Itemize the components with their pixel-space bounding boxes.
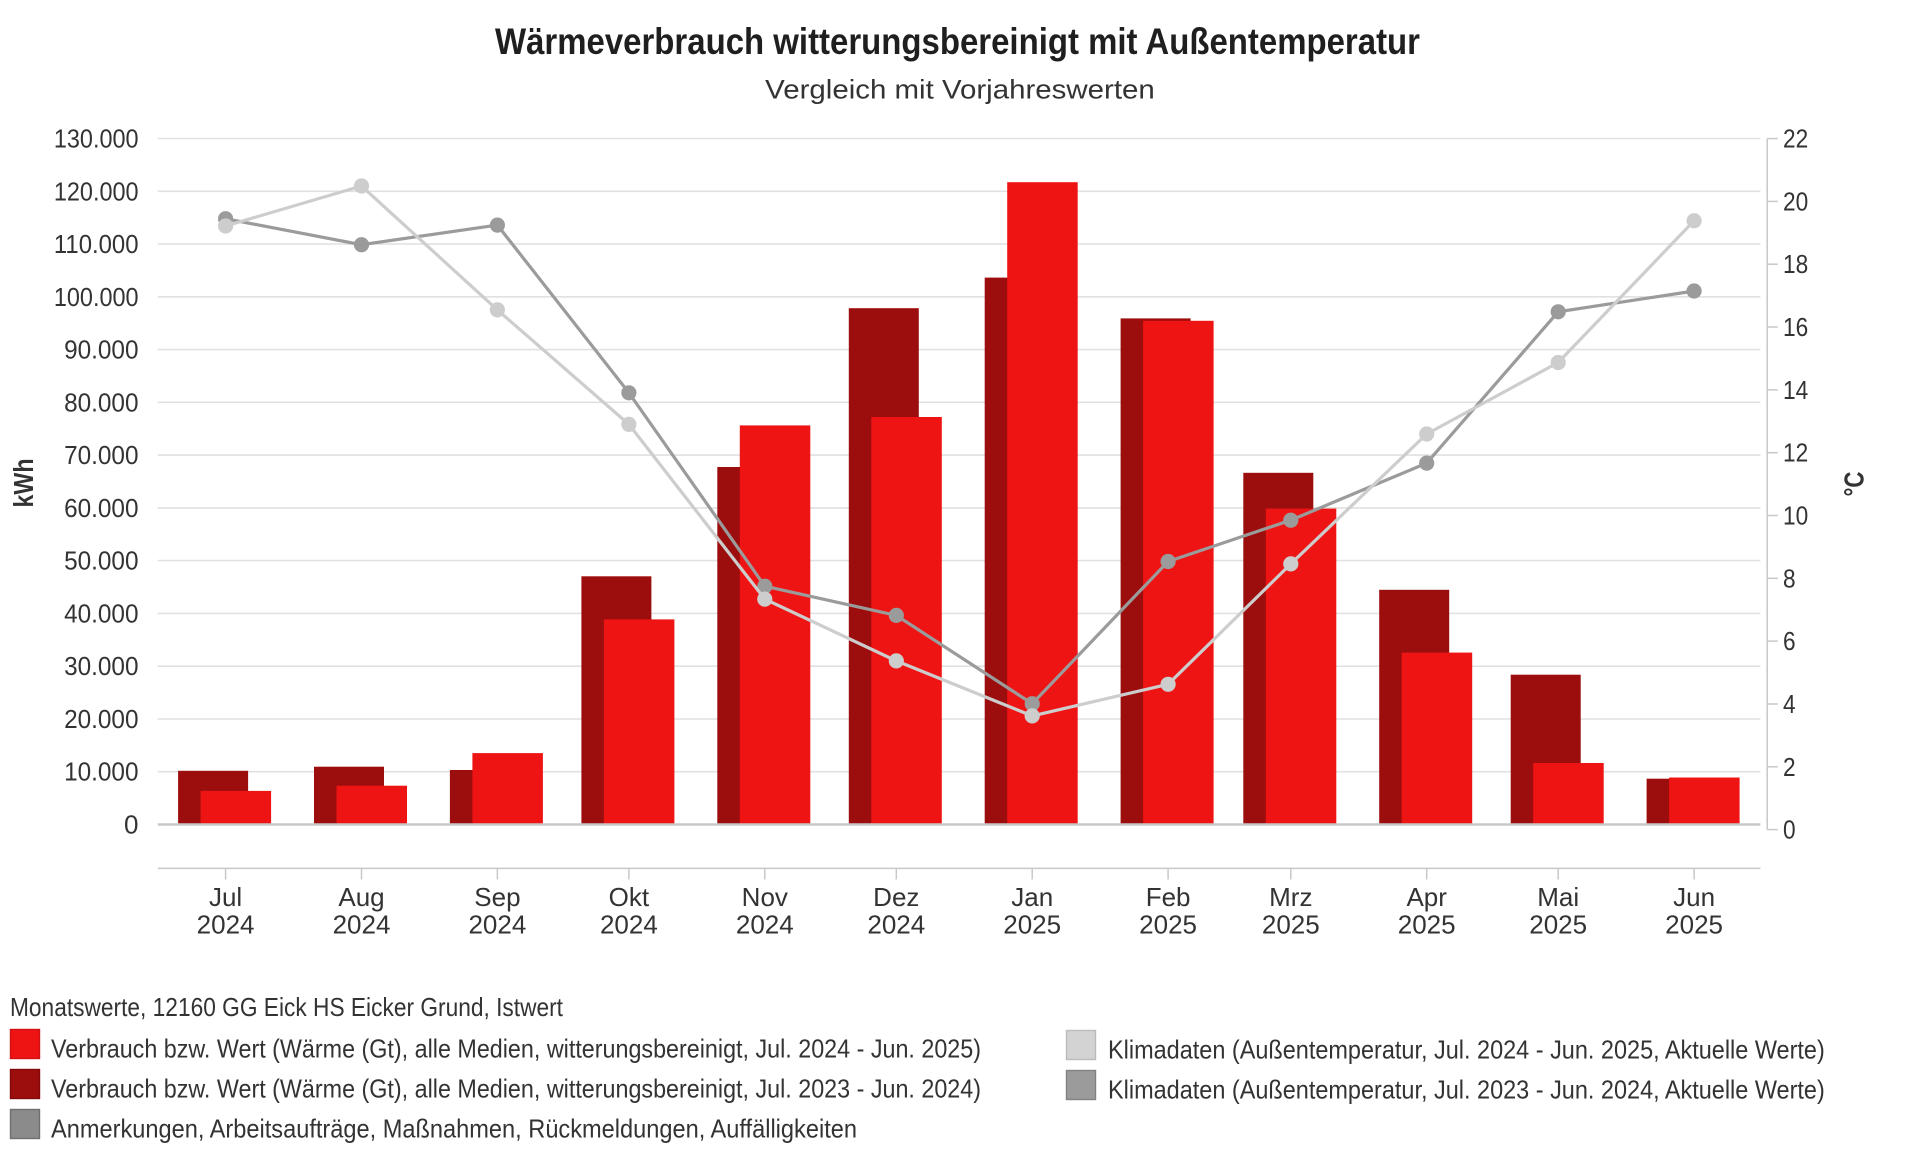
svg-text:30.000: 30.000 [64, 651, 138, 681]
svg-text:Verbrauch bzw. Wert (Wärme (Gt: Verbrauch bzw. Wert (Wärme (Gt), alle Me… [51, 1033, 981, 1063]
svg-text:100.000: 100.000 [54, 282, 139, 312]
svg-text:2025: 2025 [1139, 910, 1197, 940]
svg-text:6: 6 [1783, 626, 1796, 656]
svg-text:18: 18 [1783, 249, 1808, 279]
svg-text:20.000: 20.000 [64, 704, 138, 734]
svg-text:Aug: Aug [338, 882, 384, 912]
svg-text:2024: 2024 [197, 910, 255, 940]
svg-text:°C: °C [1839, 472, 1870, 497]
svg-text:Okt: Okt [609, 882, 650, 912]
svg-text:Dez: Dez [873, 882, 919, 912]
svg-text:0: 0 [124, 810, 138, 840]
svg-text:2024: 2024 [600, 910, 658, 940]
svg-text:2025: 2025 [1529, 910, 1587, 940]
svg-text:16: 16 [1783, 312, 1808, 342]
svg-text:120.000: 120.000 [54, 176, 139, 206]
svg-text:Mrz: Mrz [1269, 882, 1312, 912]
svg-text:Jun: Jun [1673, 882, 1715, 912]
svg-text:Jul: Jul [209, 882, 242, 912]
svg-text:2: 2 [1783, 752, 1796, 782]
svg-text:Sep: Sep [474, 882, 520, 912]
svg-text:2025: 2025 [1003, 910, 1061, 940]
svg-text:Wärmeverbrauch witterungsberei: Wärmeverbrauch witterungsbereinigt mit A… [495, 21, 1420, 62]
svg-text:80.000: 80.000 [64, 387, 138, 417]
svg-text:Anmerkungen, Arbeitsaufträge,: Anmerkungen, Arbeitsaufträge, Maßnahmen,… [51, 1114, 857, 1144]
svg-text:kWh: kWh [8, 459, 39, 508]
svg-text:Feb: Feb [1146, 882, 1191, 912]
svg-text:Klimadaten (Außentemperatur, J: Klimadaten (Außentemperatur, Jul. 2024 -… [1108, 1034, 1825, 1064]
svg-text:8: 8 [1783, 563, 1796, 593]
svg-text:2024: 2024 [736, 910, 794, 940]
svg-text:12: 12 [1783, 438, 1808, 468]
svg-text:70.000: 70.000 [64, 440, 138, 470]
svg-text:14: 14 [1783, 375, 1808, 405]
svg-text:22: 22 [1783, 124, 1808, 154]
svg-text:Nov: Nov [742, 882, 788, 912]
svg-text:2025: 2025 [1262, 910, 1320, 940]
svg-text:20: 20 [1783, 186, 1808, 216]
svg-text:50.000: 50.000 [64, 546, 138, 576]
svg-text:10.000: 10.000 [64, 757, 138, 787]
svg-text:90.000: 90.000 [64, 335, 138, 365]
svg-text:Monatswerte, 12160 GG Eick HS: Monatswerte, 12160 GG Eick HS Eicker Gru… [10, 992, 564, 1022]
svg-text:0: 0 [1783, 815, 1796, 845]
svg-text:60.000: 60.000 [64, 493, 138, 523]
svg-text:Vergleich mit Vorjahreswerten: Vergleich mit Vorjahreswerten [765, 74, 1155, 104]
svg-text:110.000: 110.000 [54, 229, 139, 259]
svg-text:2024: 2024 [333, 910, 391, 940]
svg-text:40.000: 40.000 [64, 598, 138, 628]
svg-text:Mai: Mai [1537, 882, 1579, 912]
svg-text:Klimadaten (Außentemperatur, J: Klimadaten (Außentemperatur, Jul. 2023 -… [1108, 1075, 1825, 1105]
svg-text:Verbrauch bzw. Wert (Wärme (Gt: Verbrauch bzw. Wert (Wärme (Gt), alle Me… [51, 1074, 981, 1104]
svg-text:130.000: 130.000 [54, 124, 139, 154]
svg-text:2024: 2024 [867, 910, 925, 940]
svg-text:Apr: Apr [1406, 882, 1447, 912]
svg-text:2024: 2024 [468, 910, 526, 940]
svg-text:Jan: Jan [1011, 882, 1053, 912]
svg-text:2025: 2025 [1665, 910, 1723, 940]
svg-text:2025: 2025 [1398, 910, 1456, 940]
svg-text:10: 10 [1783, 501, 1808, 531]
svg-text:4: 4 [1783, 689, 1796, 719]
